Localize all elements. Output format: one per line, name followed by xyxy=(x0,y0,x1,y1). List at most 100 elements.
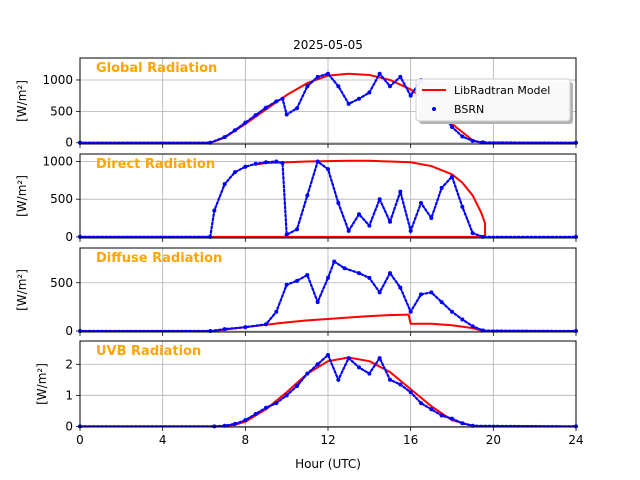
direct-radiation-obs-point xyxy=(326,167,330,172)
global-radiation-obs-point xyxy=(408,93,413,98)
y-tick-label: 500 xyxy=(50,104,73,118)
panel-2: 0 500 1000 Direct Radiation [W/m²] xyxy=(15,153,578,244)
global-radiation-obs-point xyxy=(481,140,485,145)
diffuse-radiation-obs-point xyxy=(419,292,423,297)
x-tick-label: 8 xyxy=(242,433,250,447)
diffuse-radiation-obs-point xyxy=(342,266,347,271)
diffuse-radiation-obs-point xyxy=(222,327,227,332)
uvb-radiation-obs-point xyxy=(357,365,361,370)
uvb-radiation-obs-point xyxy=(439,413,444,418)
global-radiation-obs-point xyxy=(470,138,475,143)
global-radiation-obs-point xyxy=(357,96,361,101)
uvb-radiation-obs-point xyxy=(233,421,237,426)
global-radiation-obs-point xyxy=(315,74,320,79)
diffuse-radiation-obs-point xyxy=(274,309,279,314)
x-tick-label: 12 xyxy=(320,433,335,447)
direct-radiation-obs-point xyxy=(388,219,392,224)
diffuse-radiation-obs-point xyxy=(326,275,330,280)
direct-radiation-obs-point xyxy=(253,161,258,166)
global-radiation-obs-point xyxy=(346,101,351,106)
uvb-radiation-obs-point xyxy=(377,356,382,361)
uvb-radiation-obs-point xyxy=(367,371,372,376)
direct-radiation-obs-point xyxy=(346,228,351,233)
direct-radiation-obs-point xyxy=(470,231,475,236)
uvb-radiation-obs-point xyxy=(398,382,403,387)
direct-radiation-obs-point xyxy=(367,223,372,228)
uvb-radiation-obs-trace xyxy=(78,353,578,428)
diffuse-radiation-obs-point xyxy=(295,278,299,283)
x-tick-label: 24 xyxy=(568,433,583,447)
y-axis-label: [W/m²] xyxy=(15,175,29,217)
direct-radiation-obs-point xyxy=(233,170,237,175)
direct-radiation-obs-point xyxy=(264,160,268,165)
uvb-radiation-obs-point xyxy=(295,384,299,389)
global-radiation-obs-point xyxy=(460,134,465,139)
global-radiation-obs-point xyxy=(284,112,289,117)
diffuse-radiation-obs-point xyxy=(243,325,248,330)
global-radiation-obs-point xyxy=(388,84,392,89)
diffuse-radiation-obs-point xyxy=(388,271,392,276)
x-tick-label: 4 xyxy=(159,433,167,447)
uvb-radiation-obs-point xyxy=(429,407,434,412)
global-radiation-obs-point xyxy=(253,113,258,118)
direct-radiation-obs-point xyxy=(315,159,320,164)
y-axis-label: [W/m²] xyxy=(15,80,29,122)
diffuse-radiation-obs-point xyxy=(305,273,310,278)
diffuse-radiation-obs-point xyxy=(450,309,454,314)
diffuse-radiation-obs-point xyxy=(264,322,268,327)
direct-radiation-obs-point xyxy=(377,197,382,202)
global-radiation-obs-point xyxy=(274,99,279,104)
diffuse-radiation-label: Diffuse Radiation xyxy=(96,251,222,266)
uvb-radiation-label: UVB Radiation xyxy=(96,344,201,359)
legend-model-label: LibRadtran Model xyxy=(454,84,550,97)
x-axis-label: Hour (UTC) xyxy=(295,457,361,471)
uvb-radiation-obs-point xyxy=(305,371,310,376)
uvb-radiation-obs-point xyxy=(253,411,258,416)
y-tick-label: 0 xyxy=(65,419,73,433)
diffuse-radiation-obs-point xyxy=(398,285,403,290)
diffuse-radiation-obs-point xyxy=(429,290,434,295)
direct-radiation-obs-point xyxy=(357,212,361,217)
global-radiation-obs-point xyxy=(233,128,237,133)
diffuse-radiation-obs-point xyxy=(408,309,413,314)
direct-radiation-obs-point xyxy=(295,227,299,232)
global-radiation-obs-point xyxy=(264,105,268,110)
direct-radiation-label: Direct Radiation xyxy=(96,157,215,172)
direct-radiation-obs-point xyxy=(284,232,289,237)
y-tick-label: 1000 xyxy=(42,73,73,87)
uvb-radiation-obs-point xyxy=(419,401,423,406)
global-radiation-obs-point xyxy=(305,84,310,89)
uvb-radiation-obs-point xyxy=(326,352,330,357)
panel-3: 0 500 Diffuse Radiation [W/m²] xyxy=(15,247,578,338)
global-radiation-obs-point xyxy=(243,120,248,125)
diffuse-radiation-obs-point xyxy=(377,290,382,295)
x-tick-label: 16 xyxy=(403,433,418,447)
uvb-radiation-obs-point xyxy=(388,377,392,382)
global-radiation-obs-point xyxy=(280,96,285,101)
diffuse-radiation-obs-point xyxy=(332,259,337,264)
y-axis-label: [W/m²] xyxy=(15,269,29,311)
direct-radiation-obs-point xyxy=(305,193,310,198)
direct-radiation-obs-point xyxy=(336,200,341,205)
uvb-radiation-obs-point xyxy=(212,424,217,429)
direct-radiation-model-line xyxy=(80,159,487,238)
y-tick-label: 0 xyxy=(65,324,73,338)
y-tick-label: 2 xyxy=(65,357,73,371)
direct-radiation-obs-point xyxy=(429,216,434,221)
direct-radiation-obs-point xyxy=(460,204,465,209)
uvb-radiation-obs-point xyxy=(450,416,454,421)
direct-radiation-obs-point xyxy=(274,159,279,164)
y-tick-label: 0 xyxy=(65,230,73,244)
y-tick-label: 500 xyxy=(50,192,73,206)
y-tick-label: 1000 xyxy=(42,155,73,169)
diffuse-radiation-obs-point xyxy=(357,271,361,276)
direct-radiation-obs-point xyxy=(419,200,423,205)
uvb-radiation-obs-point xyxy=(346,356,351,361)
diffuse-radiation-obs-point xyxy=(460,317,465,322)
x-tick-label: 0 xyxy=(76,433,84,447)
direct-radiation-obs-point xyxy=(439,185,444,190)
global-radiation-obs-point xyxy=(450,125,454,130)
legend-obs-swatch xyxy=(432,107,436,111)
